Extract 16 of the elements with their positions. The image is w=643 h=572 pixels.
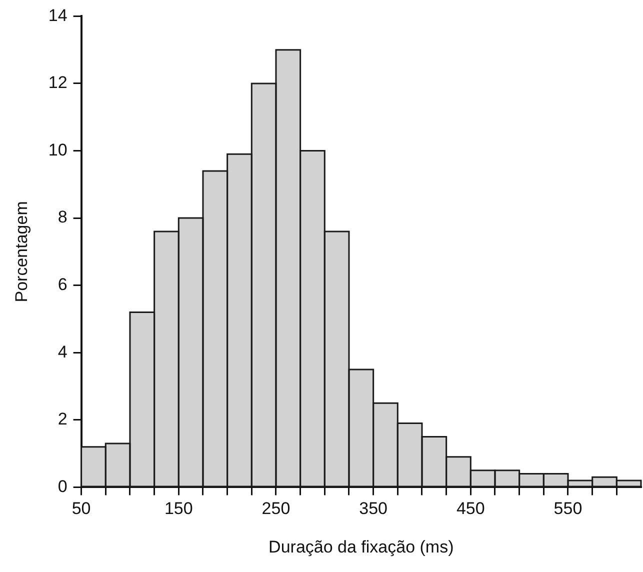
- y-tick-label: 10: [48, 140, 68, 160]
- x-tick-label: 450: [456, 499, 485, 518]
- y-tick-label: 4: [58, 342, 68, 362]
- y-tick-label: 14: [48, 6, 68, 25]
- x-tick-label: 50: [72, 499, 91, 518]
- x-tick-label: 350: [359, 499, 388, 518]
- y-tick-label: 0: [58, 476, 68, 496]
- x-tick-label: 550: [554, 499, 582, 518]
- y-tick-label: 2: [58, 410, 68, 429]
- y-tick-label: 6: [58, 275, 68, 294]
- x-tick-label: 150: [164, 499, 193, 518]
- y-tick-label: 8: [58, 208, 68, 227]
- y-tick-label: 12: [48, 73, 68, 92]
- x-tick-label: 250: [262, 499, 290, 518]
- x-axis-title: Duração da fixação (ms): [268, 537, 454, 556]
- y-axis-title: Porcentagem: [12, 201, 31, 302]
